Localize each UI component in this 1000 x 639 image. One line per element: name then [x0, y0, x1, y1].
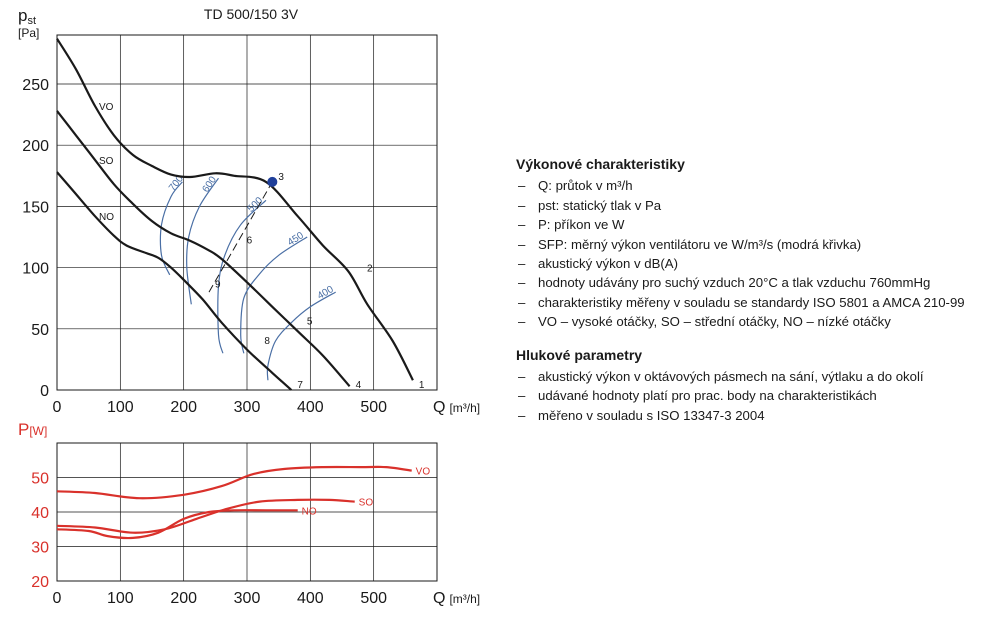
legend-item: SFP: měrný výkon ventilátoru ve W/m³/s (…	[516, 235, 996, 255]
x-axis-label: Q [m³/h]	[433, 590, 480, 607]
sfp-curve	[186, 177, 219, 305]
y-axis-label: pst	[18, 6, 36, 27]
power-chart: 0 100 200 300 400 500 20 30 40 50 P[W] Q [m³/h] VO SO N…	[18, 420, 480, 607]
legend-list-performance: Q: průtok v m³/h pst: statický tlak v Pa…	[516, 176, 996, 332]
x-tick-label: 200	[170, 590, 197, 607]
system-line	[208, 181, 273, 293]
point-label: 5	[307, 316, 313, 327]
series-label: SO	[99, 156, 114, 167]
series-line	[56, 171, 293, 391]
legend-item: akustický výkon v oktávových pásmech na …	[516, 367, 996, 387]
series-line	[56, 38, 414, 381]
series-line	[56, 498, 355, 534]
sfp-curve	[240, 236, 308, 354]
series-line	[56, 110, 351, 388]
y-tick-label: 30	[31, 540, 49, 557]
y-axis-unit: [Pa]	[18, 26, 39, 40]
x-tick-label: 0	[53, 590, 62, 607]
legend-item: P: příkon ve W	[516, 215, 996, 235]
y-tick-label: 100	[22, 261, 49, 278]
point-label: 6	[247, 236, 253, 247]
x-tick-label: 500	[360, 399, 387, 416]
sfp-curve-label: 450	[286, 230, 306, 249]
y-tick-label: 20	[31, 574, 49, 591]
y-axis-label-main: p	[18, 6, 27, 25]
legend-item: Q: průtok v m³/h	[516, 176, 996, 196]
legend-panel: Výkonové charakteristiky Q: průtok v m³/…	[516, 155, 996, 426]
legend-item: udávané hodnoty platí pro prac. body na …	[516, 386, 996, 406]
operating-point-marker	[267, 176, 278, 187]
point-label: 7	[297, 380, 303, 391]
point-label: 4	[356, 380, 362, 391]
y-axis-label-main: P	[18, 420, 29, 439]
y-tick-label: 200	[22, 138, 49, 155]
x-tick-label: 300	[234, 590, 261, 607]
legend-item: pst: statický tlak v Pa	[516, 196, 996, 216]
x-axis-label-main: Q	[433, 590, 445, 607]
point-label: 3	[278, 172, 284, 183]
legend-section-title-performance: Výkonové charakteristiky	[516, 156, 685, 172]
legend-section-title-noise: Hlukové parametry	[516, 346, 643, 363]
legend-list-noise: akustický výkon v oktávových pásmech na …	[516, 367, 996, 426]
x-axis-unit: [m³/h]	[449, 592, 480, 606]
x-tick-label: 400	[297, 399, 324, 416]
legend-item: hodnoty udávány pro suchý vzduch 20°C a …	[516, 273, 996, 293]
series-label: NO	[99, 212, 114, 223]
point-label: 1	[419, 380, 425, 391]
x-axis-label-main: Q	[433, 399, 445, 416]
series-label: VO	[99, 102, 114, 113]
legend-item: charakteristiky měřeny v souladu se stan…	[516, 293, 996, 313]
x-tick-label: 200	[170, 399, 197, 416]
chart-title: TD 500/150 3V	[204, 6, 299, 22]
sfp-curve-label: 400	[316, 284, 336, 302]
legend-item: akustický výkon v dB(A)	[516, 254, 996, 274]
x-tick-label: 100	[107, 590, 134, 607]
series-label: SO	[359, 498, 374, 509]
y-tick-label: 40	[31, 505, 49, 522]
point-label: 9	[215, 280, 221, 291]
x-tick-label: 0	[53, 399, 62, 416]
series-line	[56, 465, 412, 500]
pressure-chart: 0 100 200 300 400 500 0 50 100 150 200 250 TD 500/15…	[18, 6, 480, 416]
sfp-curve	[217, 199, 267, 354]
x-tick-label: 100	[107, 399, 134, 416]
y-tick-label: 50	[31, 322, 49, 339]
x-tick-label: 400	[297, 590, 324, 607]
x-axis-unit: [m³/h]	[449, 401, 480, 415]
series-label: NO	[302, 506, 317, 517]
y-tick-label: 0	[40, 383, 49, 400]
legend-item: měřeno v souladu s ISO 13347-3 2004	[516, 406, 996, 426]
y-tick-label: 50	[31, 471, 49, 488]
y-axis-label-sub: st	[27, 15, 36, 27]
point-label: 8	[264, 336, 270, 347]
y-axis-unit: [W]	[29, 424, 47, 438]
point-label: 2	[367, 264, 373, 275]
x-axis-label: Q [m³/h]	[433, 399, 480, 416]
sfp-curve	[266, 291, 336, 381]
x-tick-label: 300	[234, 399, 261, 416]
x-tick-label: 500	[360, 590, 387, 607]
y-tick-label: 250	[22, 77, 49, 94]
series-label: VO	[416, 467, 431, 478]
y-axis-label: P[W]	[18, 420, 47, 439]
sfp-curve-label: 600	[201, 174, 220, 194]
series-line	[56, 509, 298, 540]
legend-item: VO – vysoké otáčky, SO – střední otáčky,…	[516, 312, 996, 332]
y-tick-label: 150	[22, 199, 49, 216]
